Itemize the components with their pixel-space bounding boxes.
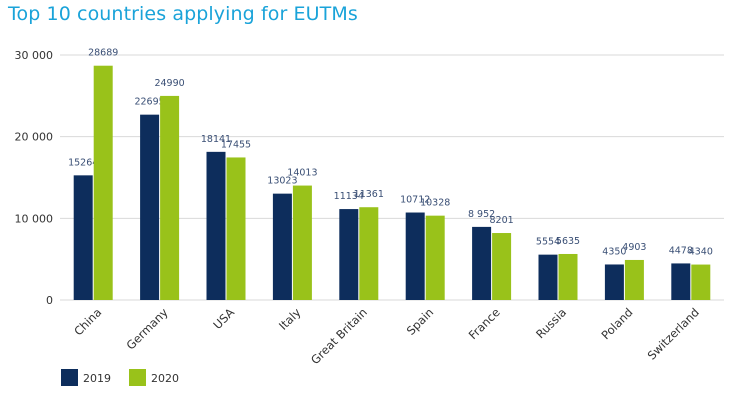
y-tick-label: 10 000 <box>15 212 54 225</box>
bar-2019 <box>472 226 492 300</box>
bar-2020 <box>93 65 113 300</box>
bar-2020 <box>226 157 246 300</box>
value-label-2019: 8 952 <box>468 209 495 220</box>
bar-2019 <box>73 175 93 300</box>
category-label: Switzerland <box>645 305 702 362</box>
category-label: USA <box>210 305 237 332</box>
legend-swatch-2019 <box>61 369 78 386</box>
value-label-2020: 17455 <box>221 139 251 150</box>
legend-swatch-2020 <box>129 369 146 386</box>
value-label-2019: 15264 <box>68 157 98 168</box>
bar-2020 <box>160 95 180 300</box>
bar-2020 <box>691 264 711 300</box>
bar-2019 <box>671 263 691 300</box>
value-label-2020: 4903 <box>622 242 646 253</box>
value-label-2020: 8201 <box>490 215 514 226</box>
bar-2019 <box>339 209 359 300</box>
category-label: Great Britain <box>308 305 370 367</box>
value-label-2019: 13023 <box>267 176 297 187</box>
bar-2019 <box>140 114 160 300</box>
category-label: Russia <box>533 305 569 341</box>
y-tick-label: 20 000 <box>15 131 54 144</box>
y-tick-label: 0 <box>46 294 53 307</box>
value-label-2020: 5635 <box>556 236 580 247</box>
bar-2019 <box>272 193 292 300</box>
value-label-2020: 28689 <box>88 48 118 59</box>
bar-2020 <box>359 207 379 300</box>
legend-label-2020: 2020 <box>151 372 179 385</box>
value-label-2020: 10328 <box>420 198 450 209</box>
value-label-2019: 18141 <box>201 134 231 145</box>
bar-2019 <box>538 254 558 300</box>
bar-2020 <box>624 259 644 300</box>
chart-title: Top 10 countries applying for EUTMs <box>8 3 358 25</box>
category-label: Italy <box>276 305 304 333</box>
bar-2019 <box>604 264 624 300</box>
bar-2020 <box>558 253 578 300</box>
value-label-2020: 24990 <box>154 78 184 89</box>
value-label-2019: 4478 <box>669 245 693 256</box>
value-label-2019: 22695 <box>134 97 164 108</box>
value-label-2019: 10712 <box>400 195 430 206</box>
y-tick-label: 30 000 <box>15 49 54 62</box>
bar-2020 <box>292 185 312 300</box>
category-label: China <box>71 305 104 338</box>
value-label-2019: 11134 <box>334 191 364 202</box>
bar-2019 <box>405 212 425 300</box>
legend-label-2019: 2019 <box>83 372 111 385</box>
bar-2020 <box>425 215 445 300</box>
category-label: Spain <box>404 305 437 338</box>
category-label: France <box>466 305 503 342</box>
bar-2020 <box>492 233 512 300</box>
value-label-2020: 4340 <box>689 247 713 258</box>
value-label-2020: 11361 <box>354 189 384 200</box>
value-label-2020: 14013 <box>287 168 317 179</box>
category-label: Poland <box>598 305 635 342</box>
category-label: Germany <box>123 305 170 352</box>
value-label-2019: 5554 <box>536 237 560 248</box>
bar-2019 <box>206 151 226 300</box>
value-label-2019: 4350 <box>602 246 626 257</box>
